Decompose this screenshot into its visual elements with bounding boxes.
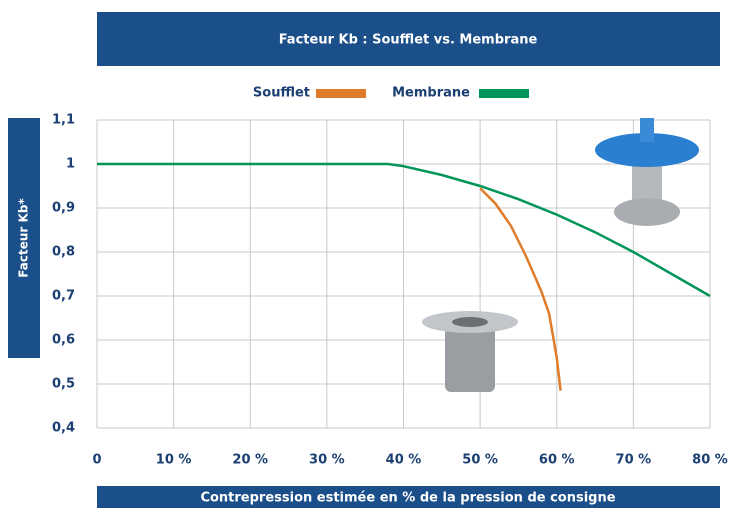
x-tick-label: 40 %	[386, 453, 422, 468]
x-tick-label: 30 %	[309, 453, 345, 468]
y-tick-label: 0,7	[52, 289, 75, 304]
y-tick-label: 0,9	[52, 201, 75, 216]
x-tick-label: 10 %	[156, 453, 192, 468]
y-tick-label: 1	[66, 157, 75, 172]
legend-label: Membrane	[392, 86, 470, 101]
x-tick-label: 80 %	[692, 453, 728, 468]
chart-title: Facteur Kb : Soufflet vs. Membrane	[279, 33, 538, 48]
y-tick-label: 1,1	[52, 113, 75, 128]
legend-swatch	[479, 89, 529, 98]
y-tick-label: 0,5	[52, 377, 75, 392]
x-tick-label: 70 %	[616, 453, 652, 468]
legend-swatch	[316, 89, 366, 98]
x-tick-label: 20 %	[232, 453, 268, 468]
chart: Facteur Kb : Soufflet vs. Membrane Facte…	[0, 0, 730, 508]
x-tick-label: 60 %	[539, 453, 575, 468]
legend-label: Soufflet	[253, 86, 310, 101]
y-axis-label: Facteur Kb*	[17, 198, 31, 278]
x-axis-label: Contrepression estimée en % de la pressi…	[200, 491, 615, 506]
y-tick-label: 0,6	[52, 333, 75, 348]
y-tick-label: 0,8	[52, 245, 75, 260]
y-tick-label: 0,4	[52, 421, 75, 436]
valve-images	[422, 118, 699, 392]
x-tick-label: 50 %	[462, 453, 498, 468]
x-tick-label: 0	[92, 453, 101, 468]
